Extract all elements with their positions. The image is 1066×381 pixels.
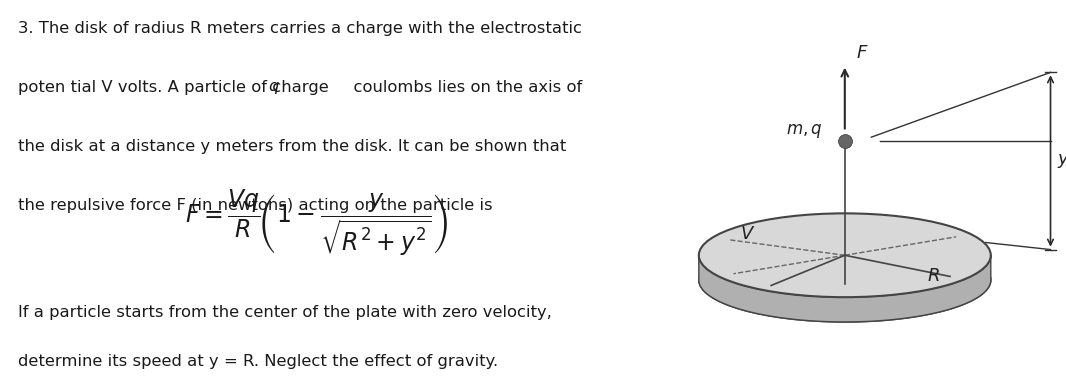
Text: $F$: $F$: [856, 44, 869, 62]
Ellipse shape: [699, 238, 990, 322]
Text: $q$: $q$: [269, 80, 280, 96]
Text: the disk at a distance y meters from the disk. It can be shown that: the disk at a distance y meters from the…: [18, 139, 566, 154]
Text: 3. The disk of radius R meters carries a charge with the electrostatic: 3. The disk of radius R meters carries a…: [18, 21, 582, 36]
Text: determine its speed at y = R. Neglect the effect of gravity.: determine its speed at y = R. Neglect th…: [18, 354, 498, 369]
Text: the repulsive force F (in newtons) acting on the particle is: the repulsive force F (in newtons) actin…: [18, 198, 492, 213]
Text: poten tial V volts. A particle of charge       coulombs lies on the axis of: poten tial V volts. A particle of charge…: [18, 80, 582, 95]
Text: $V$: $V$: [740, 225, 755, 243]
Text: $m, q$: $m, q$: [786, 122, 823, 141]
Text: $y$: $y$: [1057, 152, 1066, 170]
Polygon shape: [699, 255, 990, 322]
Text: $F = \dfrac{Vq}{R}\!\left(1 - \dfrac{y}{\sqrt{R^2 + y^2}}\right)$: $F = \dfrac{Vq}{R}\!\left(1 - \dfrac{y}{…: [185, 187, 449, 258]
Text: $R$: $R$: [926, 267, 940, 285]
Ellipse shape: [699, 213, 990, 297]
Text: If a particle starts from the center of the plate with zero velocity,: If a particle starts from the center of …: [18, 305, 551, 320]
